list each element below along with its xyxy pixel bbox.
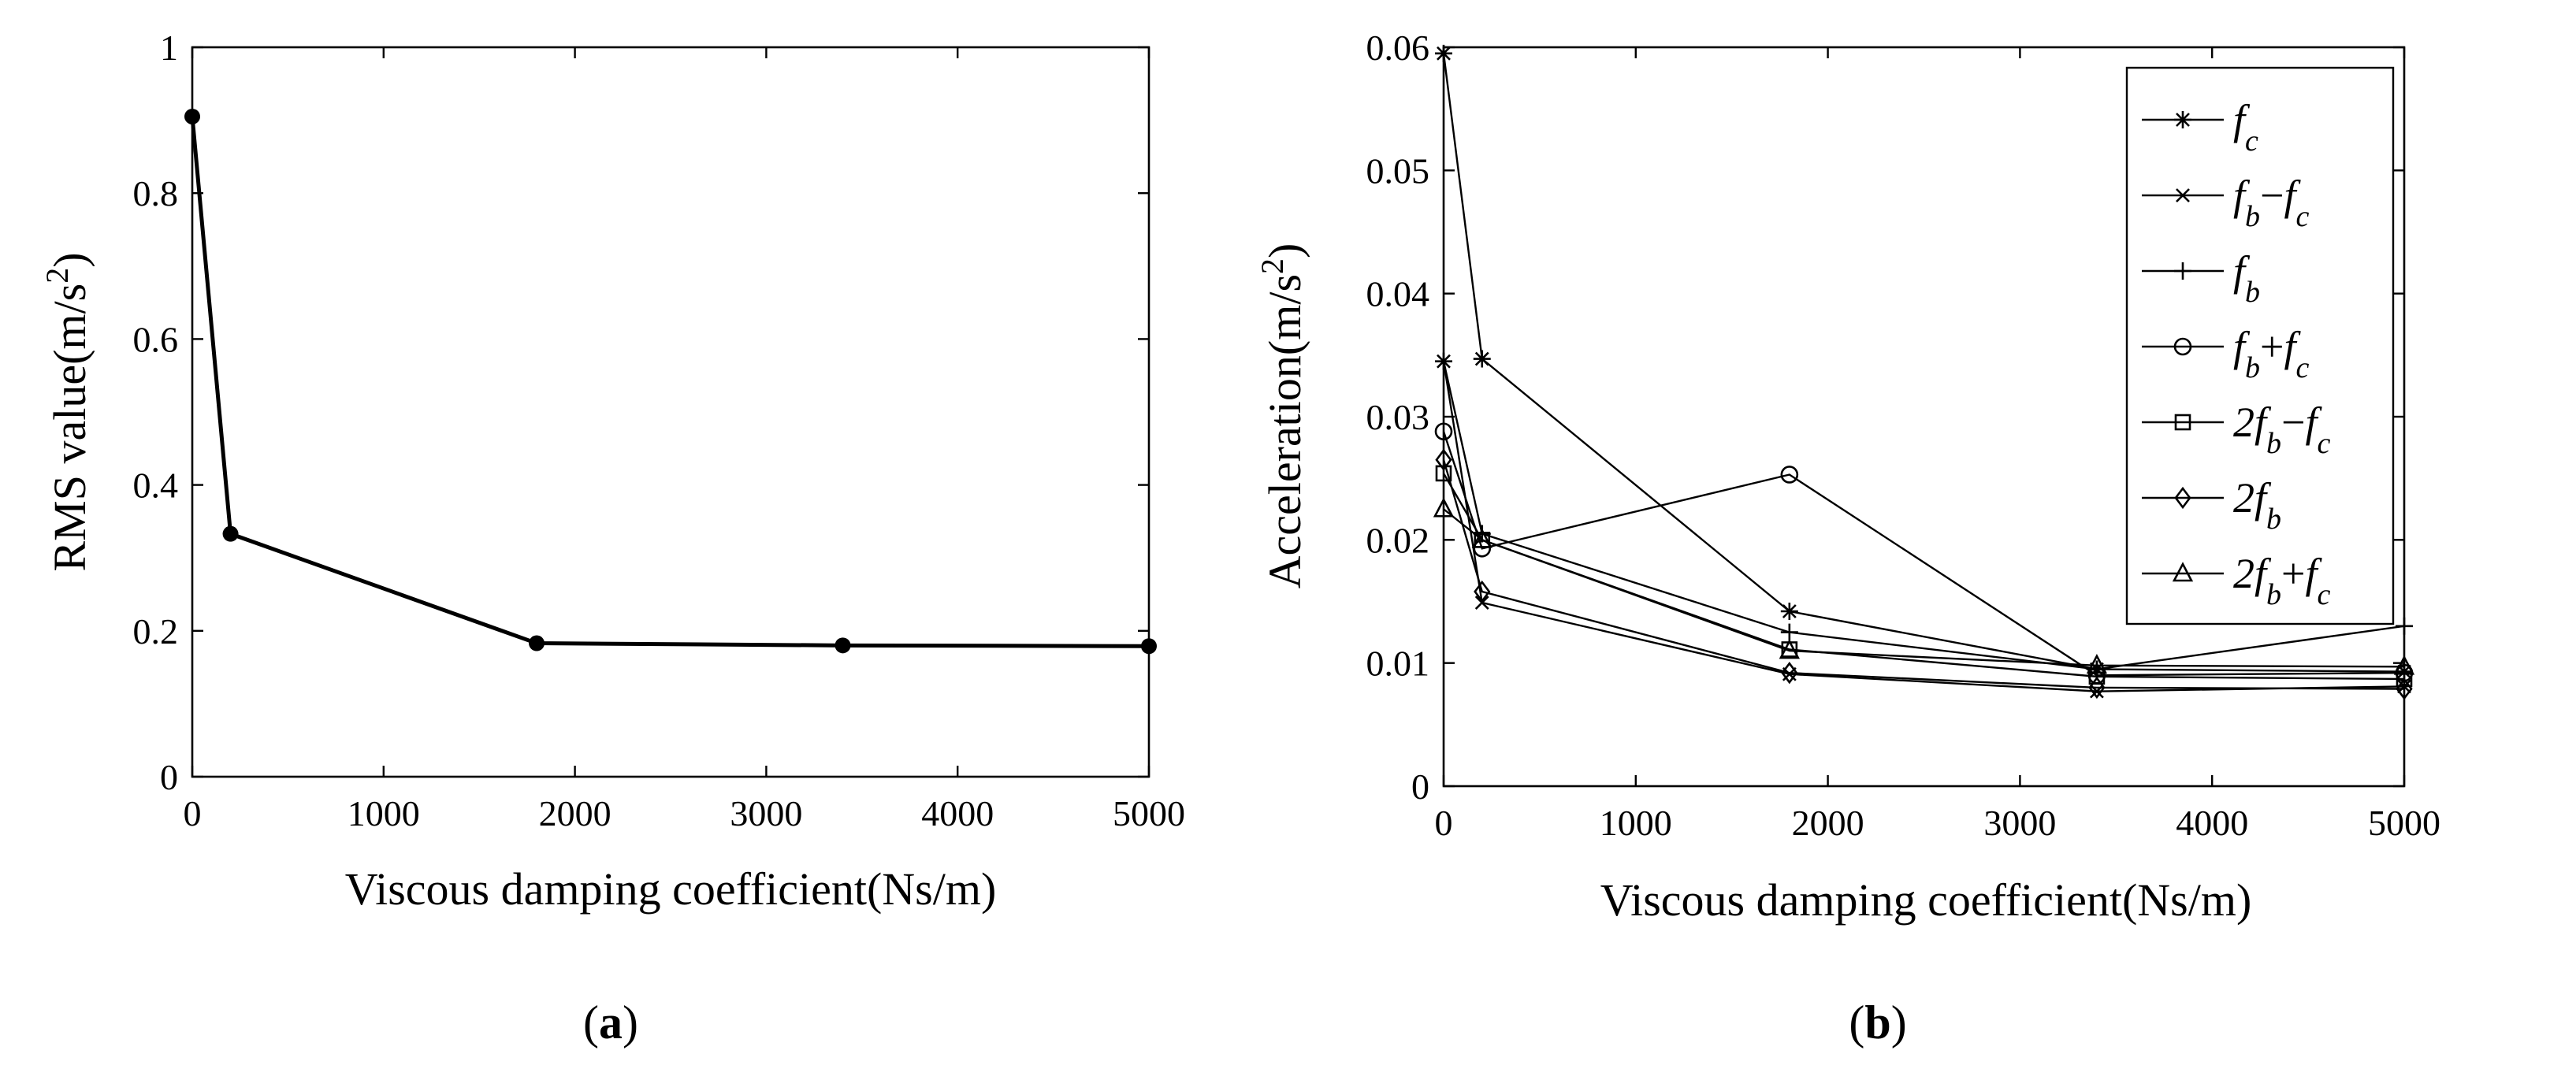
chart-b-ytick-label: 0 (1411, 766, 1429, 807)
chart-b-data-point (1780, 603, 1798, 621)
chart-a-data-point (835, 637, 851, 654)
chart-b-ytick-label: 0.01 (1366, 644, 1430, 684)
chart-b-ticks: 0 1000 2000 3000 4000 5000 0 0.01 0.02 0.03 0.04 0.… (1366, 28, 2441, 843)
chart-b-series-line (1442, 431, 2405, 677)
chart-b-series-line (1443, 508, 2405, 668)
chart-a-series-line (190, 116, 1150, 648)
chart-b-data-point (1471, 528, 1492, 548)
chart-a-xtick-label: 5000 (1113, 793, 1185, 833)
legend-entry: 2fb+fc (2142, 550, 2331, 611)
chart-a-x-axis-label: Viscous damping coefficient(Ns/m) (345, 863, 997, 915)
chart-a-rms: 0 1000 2000 3000 4000 5000 0 0.2 0.4 0.6 0.8 1 Visc… (39, 28, 1186, 1048)
chart-a-xtick-label: 0 (184, 793, 202, 833)
chart-b-data-point (2088, 668, 2106, 685)
chart-b-data-point (1780, 623, 1798, 641)
chart-b-data-point (1780, 466, 1799, 484)
chart-b-data-point (2396, 617, 2413, 635)
chart-a-plot-box (191, 46, 1150, 778)
chart-a-data-point (529, 635, 545, 651)
chart-a-ytick-label: 0 (160, 757, 178, 797)
chart-b-ytick-label: 0.06 (1366, 28, 1430, 68)
legend-label: 2fb−fc (2233, 399, 2331, 460)
chart-a-xtick-label: 1000 (348, 793, 420, 833)
chart-a-xtick-label: 4000 (921, 793, 994, 833)
chart-b-data-point (1435, 465, 1452, 482)
chart-b-xtick-label: 5000 (2368, 803, 2440, 843)
legend-label: 2fb (2233, 474, 2281, 536)
chart-b-data-point (1435, 448, 1452, 471)
legend-marker (2172, 562, 2194, 582)
panel-label-a: (a) (583, 996, 638, 1048)
chart-a-ytick-label: 0.4 (133, 466, 179, 506)
chart-b-x-axis-label: Viscous damping coefficient(Ns/m) (1600, 874, 2252, 926)
chart-b-data-point (1781, 662, 1798, 685)
chart-a-data-point (184, 108, 200, 124)
chart-b-data-point (2088, 676, 2106, 700)
chart-b-acceleration: 0 1000 2000 3000 4000 5000 0 0.01 0.02 0.03 0.04 0.… (1255, 28, 2441, 1048)
chart-a-data-point (1141, 638, 1157, 655)
legend-marker (2174, 486, 2191, 510)
legend-marker (2174, 111, 2191, 128)
chart-a-xtick-label: 3000 (730, 793, 802, 833)
chart-b-series (1433, 44, 2415, 700)
chart-b-xtick-label: 4000 (2176, 803, 2248, 843)
chart-a-data-point (222, 525, 239, 542)
chart-b-data-point (2393, 655, 2415, 675)
chart-b-ytick-label: 0.04 (1366, 274, 1430, 314)
legend-label: 2fb+fc (2233, 550, 2331, 611)
chart-a-xtick-label: 2000 (539, 793, 611, 833)
chart-b-xtick-label: 0 (1435, 803, 1453, 843)
chart-b-data-point (1779, 639, 1800, 659)
chart-b-xtick-label: 2000 (1792, 803, 1864, 843)
legend-marker (2176, 188, 2190, 202)
chart-b-data-point (1473, 350, 1491, 368)
chart-b-data-point (1434, 422, 1453, 441)
chart-b-series-line (1442, 459, 2405, 690)
legend-marker (2174, 262, 2191, 280)
chart-b-data-point (1435, 44, 1452, 62)
chart-a-series (184, 108, 1157, 655)
chart-b-series-diamond (1435, 448, 2413, 700)
chart-b-xtick-label: 3000 (1983, 803, 2056, 843)
chart-b-data-point (2396, 670, 2413, 688)
chart-b-data-point (2396, 677, 2413, 700)
chart-b-data-point (1474, 580, 1491, 603)
chart-a-ytick-label: 0.2 (133, 611, 179, 651)
chart-a-ytick-label: 0.8 (133, 173, 179, 213)
legend-entry: 2fb−fc (2142, 399, 2331, 460)
chart-b-ytick-label: 0.03 (1366, 397, 1430, 437)
chart-b-data-point (1435, 352, 1452, 370)
chart-b-ytick-label: 0.02 (1366, 520, 1430, 560)
chart-b-y-axis-label: Acceleration(m/s2) (1255, 243, 1311, 589)
chart-a-ytick-label: 0.6 (133, 319, 179, 359)
legend-marker (2173, 337, 2192, 356)
legend-entry: 2fb (2142, 474, 2281, 536)
chart-b-xtick-label: 1000 (1600, 803, 1672, 843)
chart-a-ticks: 0 1000 2000 3000 4000 5000 0 0.2 0.4 0.6 0.8 1 (133, 28, 1186, 833)
chart-b-ytick-label: 0.05 (1366, 150, 1430, 191)
chart-a-y-axis-label: RMS value(m/s2) (39, 252, 96, 571)
legend-marker (2174, 414, 2191, 431)
chart-b-data-point (2086, 653, 2108, 674)
chart-b-series-line (1442, 473, 2405, 681)
chart-b-series-triangle (1433, 497, 2415, 675)
panel-label-b: (b) (1849, 996, 1906, 1048)
chart-b-data-point (1433, 497, 1455, 518)
chart-a-ytick-label: 1 (160, 28, 178, 68)
